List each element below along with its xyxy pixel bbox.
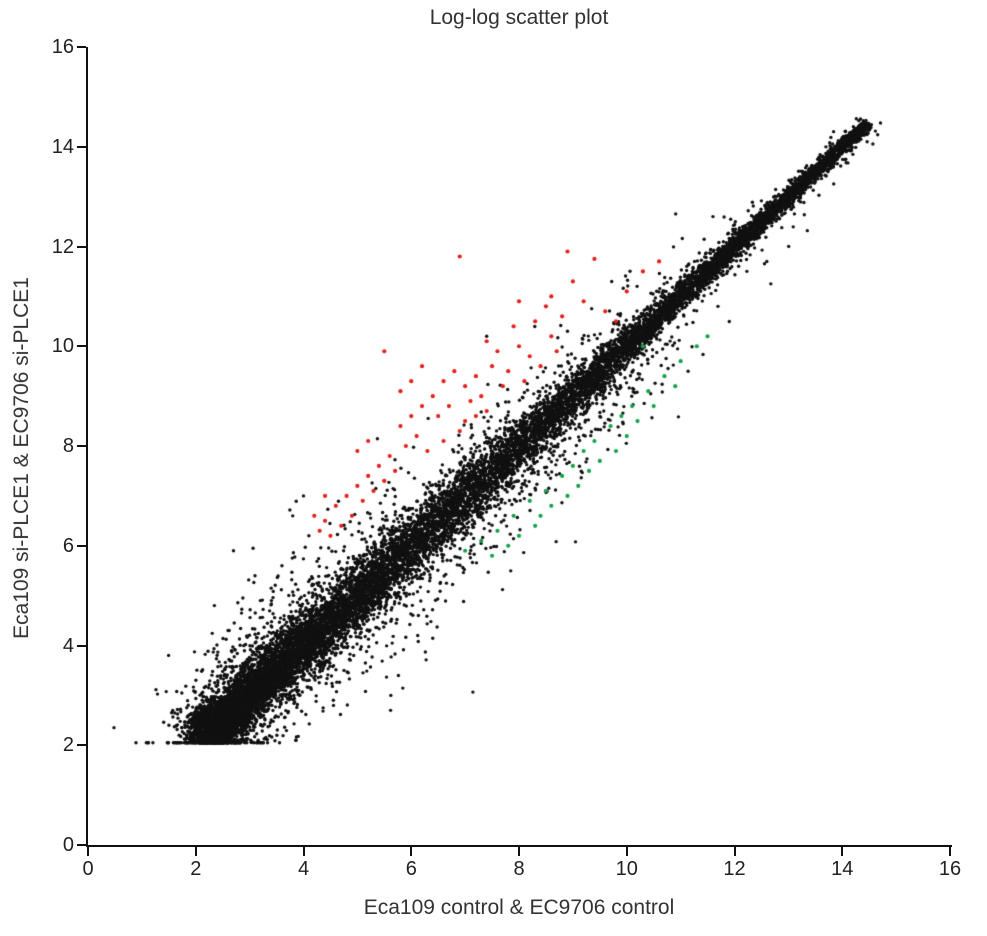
y-tick-mark: [77, 844, 86, 846]
x-tick-mark: [87, 847, 89, 856]
y-tick-mark: [77, 145, 86, 148]
x-tick-label: 10: [615, 858, 638, 880]
y-tick-mark: [77, 445, 86, 447]
x-tick-mark: [194, 847, 197, 856]
y-tick-mark: [77, 744, 86, 747]
y-axis-line: [86, 47, 88, 847]
x-axis-line: [86, 845, 952, 847]
y-tick-label: 0: [62, 834, 74, 856]
x-tick-mark: [518, 847, 520, 856]
x-axis-label: Eca109 control & EC9706 control: [363, 896, 675, 919]
x-tick-mark: [949, 847, 951, 856]
x-tick-mark: [841, 847, 844, 856]
x-tick-label: 2: [190, 858, 202, 880]
x-tick-label: 6: [405, 858, 417, 880]
y-tick-label: 2: [62, 734, 74, 757]
y-tick-mark: [77, 544, 86, 547]
x-tick-mark: [625, 847, 628, 856]
y-tick-mark: [77, 46, 86, 48]
y-tick-mark: [77, 644, 86, 647]
y-tick-label: 16: [51, 36, 74, 58]
y-tick-label: 10: [51, 335, 74, 358]
y-tick-label: 14: [51, 135, 74, 158]
x-tick-mark: [302, 847, 305, 856]
x-tick-label: 4: [297, 858, 310, 880]
y-tick-mark: [77, 345, 86, 348]
x-tick-label: 8: [513, 858, 525, 880]
y-tick-label: 12: [51, 235, 74, 258]
chart-title: Log-log scatter plot: [429, 6, 609, 29]
x-tick-label: 16: [938, 858, 962, 880]
x-tick-label: 0: [82, 858, 94, 880]
x-tick-label: 12: [723, 858, 746, 880]
x-tick-mark: [410, 847, 413, 856]
y-axis-label: Eca109 si-PLCE1 & EC9706 si-PLCE1: [10, 277, 33, 639]
y-tick-label: 8: [62, 435, 74, 457]
y-tick-mark: [77, 245, 86, 248]
x-tick-label: 14: [831, 858, 854, 880]
x-tick-mark: [733, 847, 736, 856]
y-tick-label: 4: [62, 634, 74, 657]
y-tick-label: 6: [62, 534, 74, 557]
